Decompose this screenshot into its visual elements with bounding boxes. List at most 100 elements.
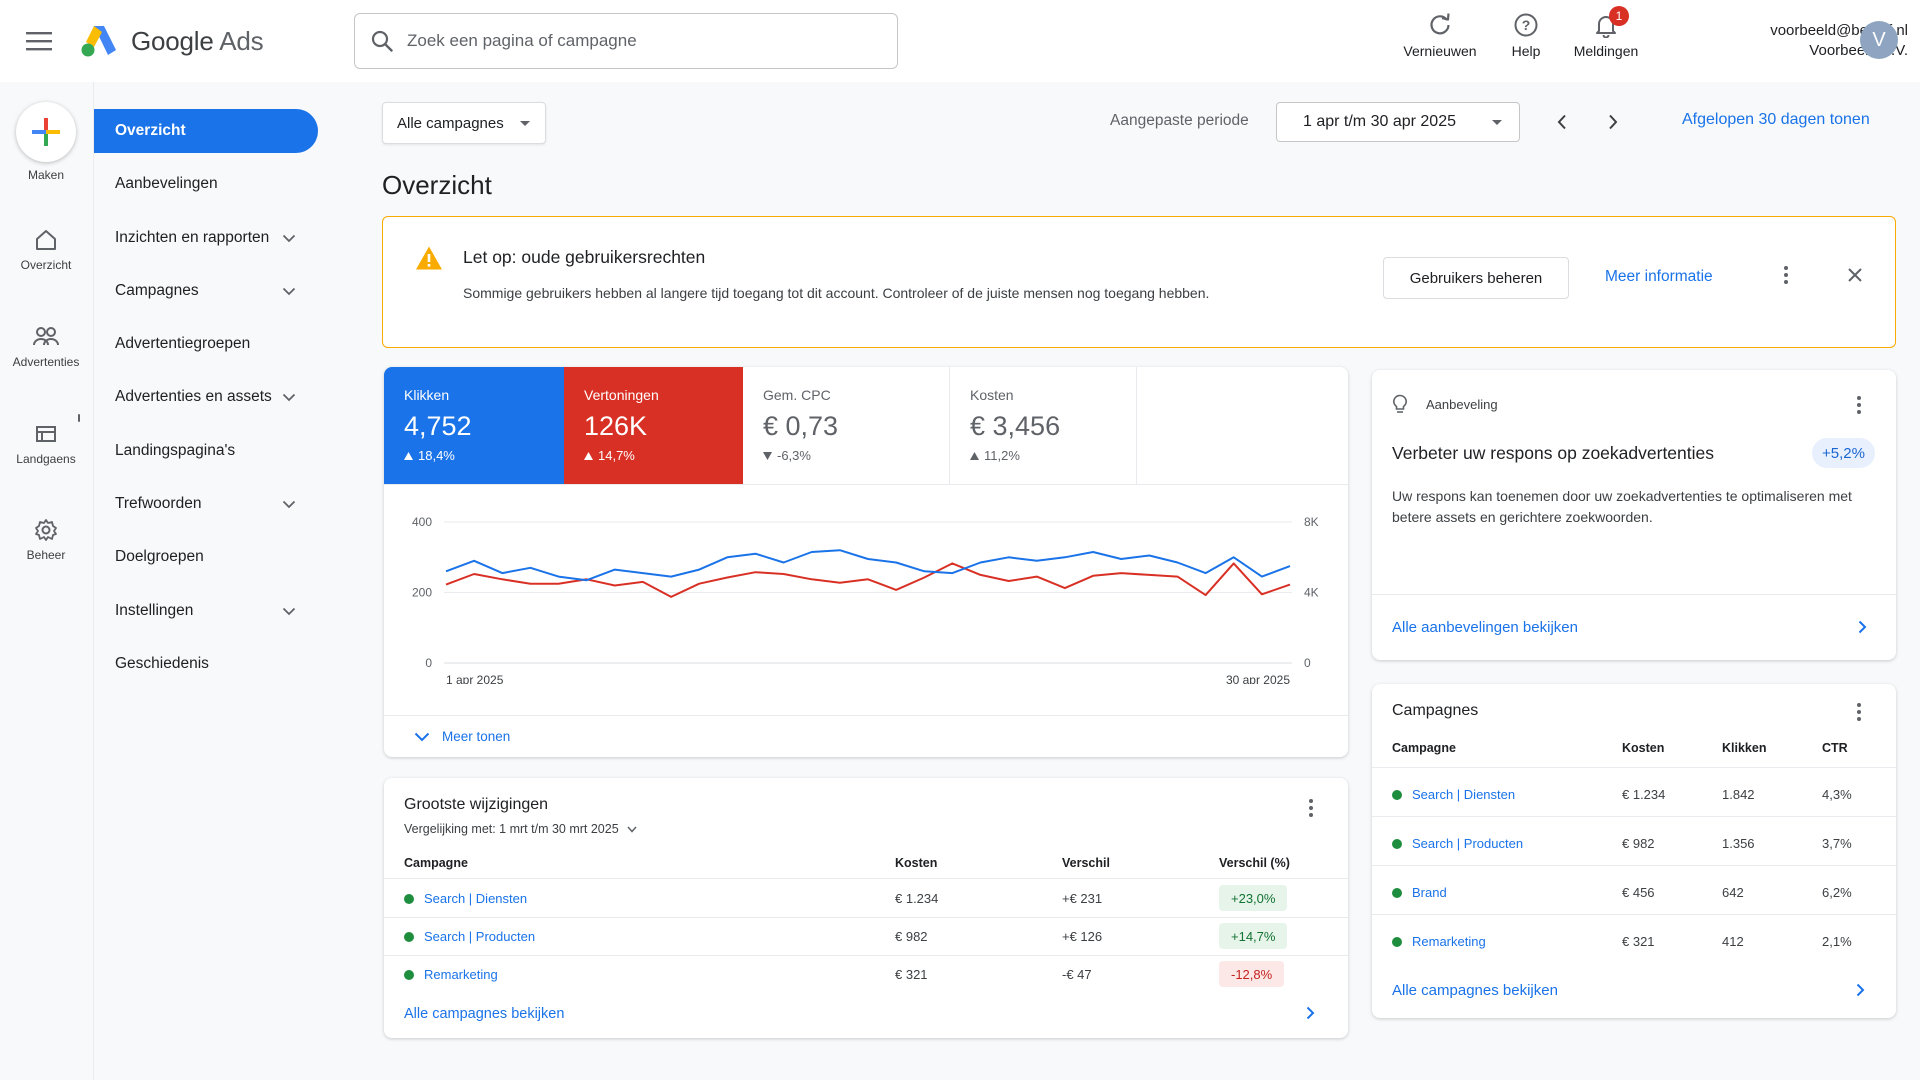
- more-info-link[interactable]: Meer informatie: [1605, 268, 1713, 285]
- rail-create[interactable]: Maken: [0, 102, 92, 182]
- menu-icon[interactable]: [22, 24, 56, 58]
- status-dot-icon: [404, 931, 414, 942]
- search-icon: [371, 30, 393, 52]
- cost-value: € 982: [1622, 836, 1655, 851]
- rail-overview[interactable]: Overzicht: [0, 228, 92, 272]
- nav-item-instellingen[interactable]: Instellingen: [94, 589, 318, 633]
- kpi-label: Vertoningen: [584, 387, 659, 403]
- last-30-days-link[interactable]: Afgelopen 30 dagen tonen: [1682, 111, 1870, 128]
- ctr-value: 3,7%: [1822, 836, 1852, 851]
- comparison-dropdown[interactable]: Vergelijking met: 1 mrt t/m 30 mrt 2025: [404, 822, 637, 836]
- alert-body: Sommige gebruikers hebben al langere tij…: [463, 285, 1210, 301]
- recommendation-title[interactable]: Verbeter uw respons op zoekadvertenties: [1392, 443, 1714, 463]
- kpi-tile-avg-cpc[interactable]: Gem. CPC € 0,73 -6,3%: [743, 367, 950, 484]
- kpi-tile-impressions[interactable]: Vertoningen 126K 14,7%: [564, 367, 743, 484]
- kpi-delta: 11,2%: [984, 448, 1020, 463]
- google-ads-logo-icon[interactable]: [80, 24, 118, 58]
- avatar[interactable]: V: [1860, 21, 1898, 59]
- kpi-label: Kosten: [970, 387, 1014, 403]
- col-header-campaign[interactable]: Campagne: [404, 856, 468, 870]
- nav-item-doelgroepen[interactable]: Doelgroepen: [94, 535, 318, 579]
- refresh-button[interactable]: Vernieuwen: [1400, 12, 1480, 59]
- campaign-link[interactable]: Search | Diensten: [404, 891, 527, 906]
- col-header-diff[interactable]: Verschil: [1062, 856, 1110, 870]
- user-rights-alert: Let op: oude gebruikersrechten Sommige g…: [382, 216, 1896, 348]
- more-vert-icon[interactable]: [1856, 395, 1862, 415]
- notifications-button[interactable]: 1 Meldingen: [1566, 6, 1646, 59]
- more-vert-icon[interactable]: [1856, 702, 1862, 722]
- product-name[interactable]: Google Ads: [131, 26, 264, 57]
- col-header-ctr[interactable]: CTR: [1822, 741, 1848, 755]
- clicks-value: 642: [1722, 885, 1744, 900]
- recommendation-kicker: Aanbeveling: [1426, 397, 1498, 412]
- caret-down-icon: [519, 120, 531, 127]
- all-campaigns-link[interactable]: Alle campagnes bekijken: [1392, 982, 1558, 999]
- campaign-link[interactable]: Search | Diensten: [1392, 787, 1515, 802]
- chevron-down-icon: [282, 287, 296, 296]
- all-recommendations-link[interactable]: Alle aanbevelingen bekijken: [1392, 619, 1578, 636]
- nav-item-campagnes[interactable]: Campagnes: [94, 269, 318, 313]
- plus-icon[interactable]: [16, 102, 76, 162]
- all-campaigns-link[interactable]: Alle campagnes bekijken: [404, 1006, 565, 1022]
- kpi-tile-clicks[interactable]: Klikken 4,752 18,4%: [384, 367, 564, 484]
- close-icon[interactable]: [1847, 267, 1863, 283]
- arrow-up-icon: [584, 451, 593, 460]
- col-header-costs[interactable]: Kosten: [1622, 741, 1665, 755]
- nav-item-label: Advertentiegroepen: [115, 335, 251, 352]
- nav-item-aanbevelingen[interactable]: Aanbevelingen: [94, 162, 318, 206]
- campaign-link[interactable]: Remarketing: [1392, 934, 1486, 949]
- more-vert-icon[interactable]: [1783, 265, 1789, 285]
- diff-value: -€ 47: [1062, 967, 1092, 982]
- rail-overview-label: Overzicht: [20, 258, 72, 272]
- date-range-dropdown[interactable]: 1 apr t/m 30 apr 2025: [1276, 102, 1520, 142]
- nav-item-advertentiegroepen[interactable]: Advertentiegroepen: [94, 322, 318, 366]
- rail-ads[interactable]: Advertenties: [0, 325, 92, 369]
- campaign-link[interactable]: Brand: [1392, 885, 1447, 900]
- col-header-campaign[interactable]: Campagne: [1392, 741, 1456, 755]
- period-label: Aangepaste periode: [1110, 112, 1249, 129]
- diff-value: +€ 126: [1062, 929, 1103, 944]
- home-icon: [34, 228, 58, 252]
- refresh-label: Vernieuwen: [1403, 43, 1477, 59]
- campaigns-card: Campagnes Campagne Kosten Klikken CTR Se…: [1372, 684, 1896, 1018]
- chevron-right-icon[interactable]: [1856, 983, 1865, 997]
- kpi-value: 4,752: [404, 411, 472, 441]
- chevron-down-icon: [282, 607, 296, 616]
- col-header-diff-pct[interactable]: Verschil (%): [1219, 856, 1290, 870]
- help-button[interactable]: ? Help: [1489, 12, 1563, 59]
- campaign-link[interactable]: Remarketing: [404, 967, 498, 982]
- manage-users-button[interactable]: Gebruikers beheren: [1383, 257, 1569, 299]
- caret-down-icon: [1491, 119, 1503, 126]
- status-dot-icon: [1392, 936, 1402, 947]
- col-header-clicks[interactable]: Klikken: [1722, 741, 1767, 755]
- next-period-button[interactable]: [1599, 108, 1627, 136]
- more-vert-icon[interactable]: [1308, 798, 1314, 818]
- status-dot-icon: [1392, 789, 1402, 800]
- chevron-right-icon[interactable]: [1858, 620, 1867, 634]
- chevron-down-icon: [282, 234, 296, 243]
- rail-admin[interactable]: Beheer: [0, 518, 92, 562]
- chevron-right-icon[interactable]: [1306, 1006, 1315, 1020]
- col-header-costs[interactable]: Kosten: [895, 856, 938, 870]
- nav-item-overzicht[interactable]: Overzicht: [94, 109, 318, 153]
- prev-period-button[interactable]: [1548, 108, 1576, 136]
- rail-landing[interactable]: Landgaens: [0, 422, 92, 466]
- kpi-tile-costs[interactable]: Kosten € 3,456 11,2%: [950, 367, 1137, 484]
- date-range-value: 1 apr t/m 30 apr 2025: [1303, 113, 1456, 130]
- campaign-link[interactable]: Search | Producten: [404, 929, 535, 944]
- nav-item-advertenties-assets[interactable]: Advertenties en assets: [94, 375, 318, 419]
- nav-item-landingspaginas[interactable]: Landingspagina's: [94, 429, 318, 473]
- campaign-name: Search | Diensten: [1412, 787, 1516, 802]
- search-input[interactable]: [407, 31, 867, 51]
- campaign-link[interactable]: Search | Producten: [1392, 836, 1523, 851]
- campaign-filter-dropdown[interactable]: Alle campagnes: [382, 102, 546, 144]
- nav-item-geschiedenis[interactable]: Geschiedenis: [94, 642, 318, 686]
- show-more-button[interactable]: Meer tonen: [414, 729, 510, 744]
- nav-item-label: Geschiedenis: [115, 655, 209, 672]
- search-box[interactable]: [354, 13, 898, 69]
- nav-item-label: Doelgroepen: [115, 548, 204, 565]
- nav-item-label: Aanbevelingen: [115, 175, 218, 192]
- nav-item-trefwoorden[interactable]: Trefwoorden: [94, 482, 318, 526]
- nav-item-inzichten[interactable]: Inzichten en rapporten: [94, 216, 318, 260]
- y-left-tick-label: 400: [412, 515, 432, 529]
